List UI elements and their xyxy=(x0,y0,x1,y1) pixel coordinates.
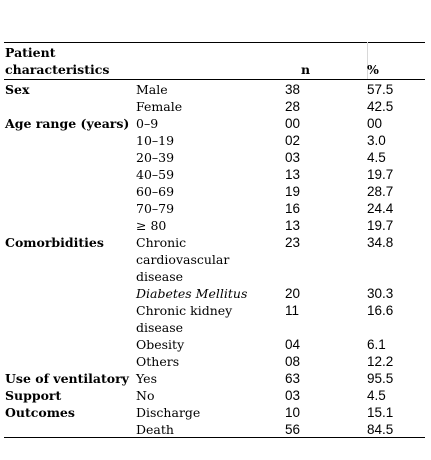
row-percent: 6.1 xyxy=(367,337,386,352)
row-n: 03 xyxy=(285,150,301,165)
row-percent: 4.5 xyxy=(367,150,386,165)
header-characteristics-line1: Patient xyxy=(5,45,56,60)
header-column-divider xyxy=(367,42,368,79)
group-label: Age range (years) xyxy=(5,116,130,131)
row-category: Female xyxy=(136,99,183,114)
group-label: Comorbidities xyxy=(5,235,104,250)
row-category: cardiovascular xyxy=(136,252,230,267)
row-percent: 16.6 xyxy=(367,303,394,318)
header-characteristics-line2: characteristics xyxy=(5,62,110,77)
row-n: 20 xyxy=(285,286,301,301)
row-n: 02 xyxy=(285,133,301,148)
row-n: 08 xyxy=(285,354,301,369)
row-category: 10–19 xyxy=(136,133,175,148)
row-n: 13 xyxy=(285,218,301,233)
row-category: 70–79 xyxy=(136,201,175,216)
row-n: 11 xyxy=(285,303,300,318)
row-percent: 19.7 xyxy=(367,218,394,233)
row-percent: 30.3 xyxy=(367,286,394,301)
row-percent: 84.5 xyxy=(367,422,394,437)
row-category: No xyxy=(136,388,155,403)
group-label: Use of ventilatory xyxy=(5,371,129,386)
table-bottom-rule xyxy=(4,437,425,438)
row-category: disease xyxy=(136,269,184,284)
row-category: Chronic kidney xyxy=(136,303,233,318)
row-category: Death xyxy=(136,422,174,437)
row-category: 60–69 xyxy=(136,184,175,199)
row-category: 20–39 xyxy=(136,150,175,165)
row-n: 10 xyxy=(285,405,301,420)
row-category: Discharge xyxy=(136,405,201,420)
row-percent: 34.8 xyxy=(367,235,394,250)
row-category: Obesity xyxy=(136,337,185,352)
row-n: 16 xyxy=(285,201,301,216)
row-percent: 00 xyxy=(367,116,383,131)
row-percent: 28.7 xyxy=(367,184,394,199)
row-percent: 19.7 xyxy=(367,167,394,182)
row-percent: 3.0 xyxy=(367,133,386,148)
row-category: disease xyxy=(136,320,184,335)
row-n: 04 xyxy=(285,337,301,352)
header-percent: % xyxy=(367,62,379,77)
group-label: Sex xyxy=(5,82,30,97)
row-percent: 95.5 xyxy=(367,371,394,386)
row-percent: 24.4 xyxy=(367,201,394,216)
row-percent: 42.5 xyxy=(367,99,394,114)
row-n: 03 xyxy=(285,388,301,403)
row-category: Others xyxy=(136,354,180,369)
row-percent: 4.5 xyxy=(367,388,386,403)
row-n: 63 xyxy=(285,371,301,386)
header-bottom-rule xyxy=(4,79,425,80)
header-n: n xyxy=(301,62,311,77)
group-label: Support xyxy=(5,388,62,403)
row-n: 28 xyxy=(285,99,301,114)
row-n: 13 xyxy=(285,167,301,182)
row-category: Yes xyxy=(136,371,157,386)
row-percent: 12.2 xyxy=(367,354,394,369)
row-category: Chronic xyxy=(136,235,187,250)
row-n: 19 xyxy=(285,184,301,199)
row-category: ≥ 80 xyxy=(136,218,167,233)
row-percent: 57.5 xyxy=(367,82,394,97)
row-category: Diabetes Mellitus xyxy=(136,286,248,301)
row-n: 23 xyxy=(285,235,301,250)
row-percent: 15.1 xyxy=(367,405,394,420)
table-top-rule xyxy=(4,42,425,43)
row-n: 56 xyxy=(285,422,301,437)
row-category: 0–9 xyxy=(136,116,159,131)
row-n: 00 xyxy=(285,116,301,131)
group-label: Outcomes xyxy=(5,405,75,420)
row-n: 38 xyxy=(285,82,301,97)
row-category: 40–59 xyxy=(136,167,175,182)
row-category: Male xyxy=(136,82,168,97)
